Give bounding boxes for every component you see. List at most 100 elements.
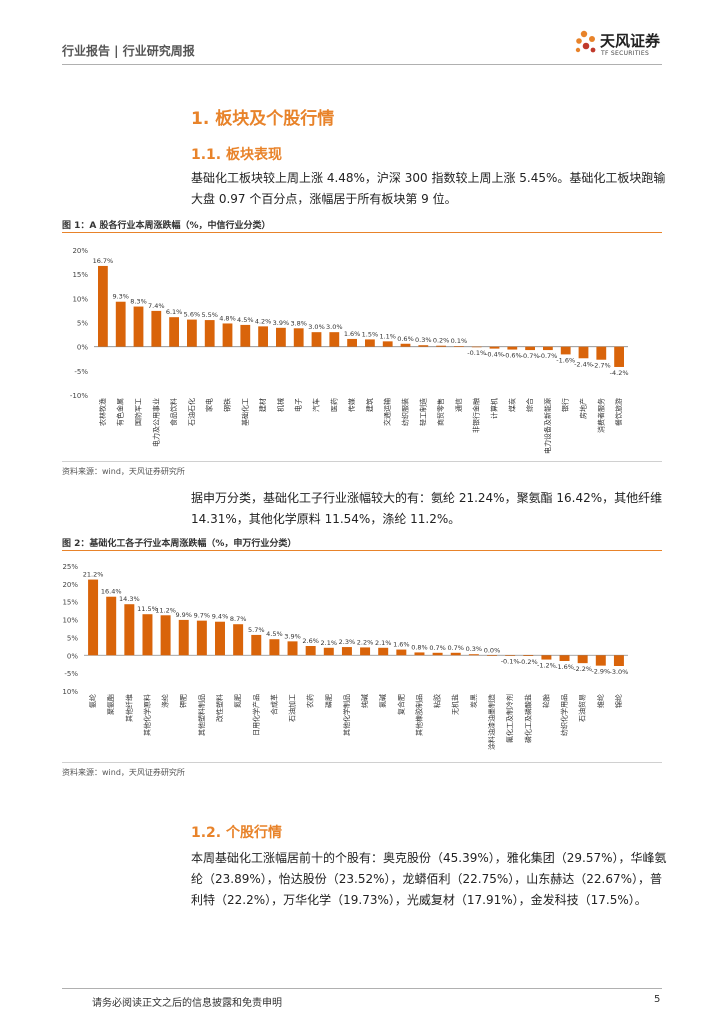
page-number: 5 xyxy=(654,994,661,1005)
bar-电子 xyxy=(293,328,304,347)
logo-icon xyxy=(575,30,596,53)
data-label: 0.3% xyxy=(415,336,432,344)
category-label: 合成革 xyxy=(269,694,278,715)
category-label: 电力及公用事业 xyxy=(151,398,160,447)
bar-电力设备及新能源 xyxy=(543,346,553,351)
bar-国防军工 xyxy=(133,306,144,347)
data-label: 21.2% xyxy=(83,571,104,579)
figure2-bottom-rule xyxy=(62,762,662,763)
category-label: 磷肥 xyxy=(324,694,333,708)
category-label: 通信 xyxy=(454,398,463,412)
figure2-title: 图 2：基础化工各子行业本周涨跌幅（%，申万行业分类） xyxy=(62,539,297,549)
bar-氯碱 xyxy=(378,647,389,656)
bar-轻工制造 xyxy=(418,345,429,347)
data-label: -0.1% xyxy=(467,349,486,357)
bar-炭黑 xyxy=(468,654,479,656)
bar-聚氨酯 xyxy=(106,596,117,656)
data-label: -2.4% xyxy=(574,360,593,368)
y-tick-label: 5% xyxy=(77,320,88,328)
data-label: 9.3% xyxy=(112,293,129,301)
category-label: 其他塑料制品 xyxy=(197,694,206,736)
category-label: 家电 xyxy=(205,398,214,412)
category-label: 食品饮料 xyxy=(169,398,178,426)
footer-disclaimer: 请务必阅读正文之后的信息披露和免责申明 xyxy=(92,998,282,1009)
data-label: 1.5% xyxy=(362,330,379,338)
data-label: 0.7% xyxy=(429,644,446,652)
figure1-bottom-rule xyxy=(62,461,662,462)
bar-轮胎 xyxy=(541,655,552,660)
y-tick-label: 15% xyxy=(62,599,78,607)
data-label: -0.4% xyxy=(485,351,504,359)
y-tick-label: 5% xyxy=(67,634,78,642)
category-label: 计算机 xyxy=(490,398,499,419)
bar-其他化学制品 xyxy=(341,647,352,656)
figure1-source: 资料来源：wind，天风证券研究所 xyxy=(62,467,185,476)
data-label: -0.6% xyxy=(503,352,522,360)
category-label: 石油贸易 xyxy=(578,694,587,722)
category-label: 建材 xyxy=(258,398,267,412)
bar-农林牧渔 xyxy=(98,265,108,347)
category-label: 煤炭 xyxy=(507,398,516,412)
data-label: 2.6% xyxy=(302,637,319,645)
figure2-chart: 25% 20% 15% 10% 5% 0% -5% -10% 21.2% 氨纶 16.4% 聚氨酯 14… xyxy=(62,563,629,750)
data-label: 5.7% xyxy=(248,626,265,634)
data-label: 16.4% xyxy=(101,588,122,596)
data-label: 5.5% xyxy=(201,311,218,319)
figure2-top-rule xyxy=(62,550,662,551)
bar-粘胶 xyxy=(432,652,443,656)
data-label: 0.3% xyxy=(466,645,483,653)
data-label: 9.7% xyxy=(194,612,211,620)
category-label: 轮胎 xyxy=(541,694,550,708)
data-label: 4.8% xyxy=(219,314,236,322)
bar-交通运输 xyxy=(382,341,393,347)
data-label: 0.7% xyxy=(447,644,464,652)
y-tick-label: 25% xyxy=(62,563,78,571)
data-label: 1.6% xyxy=(344,330,361,338)
y-tick-label: 20% xyxy=(62,581,78,589)
data-label: 1.1% xyxy=(379,332,396,340)
bar-建筑 xyxy=(365,339,375,347)
bar-食品饮料 xyxy=(169,317,179,347)
category-label: 轻工制造 xyxy=(418,398,427,426)
data-label: 3.0% xyxy=(308,323,325,331)
category-label: 纯碱 xyxy=(360,694,369,708)
section-title: 1. 板块及个股行情 xyxy=(191,109,335,129)
data-label: -2.9% xyxy=(591,668,610,676)
category-label: 钢铁 xyxy=(223,398,232,412)
data-label: 2.2% xyxy=(357,638,374,646)
bar-有色金属 xyxy=(115,301,126,347)
category-label: 纺织服装 xyxy=(401,398,410,426)
bar-纯碱 xyxy=(360,647,371,656)
y-tick-label: -10% xyxy=(62,688,78,696)
data-label: 2.3% xyxy=(339,638,356,646)
category-label: 农林牧渔 xyxy=(98,398,107,426)
data-label: -3.0% xyxy=(610,668,629,676)
category-label: 钾肥 xyxy=(179,694,188,708)
paragraph-subsector: 据申万分类，基础化工子行业涨幅较大的有：氨纶 21.24%，聚氨酯 16.42%… xyxy=(191,491,663,526)
y-tick-label: -5% xyxy=(64,670,78,678)
subsection-title-1: 1.1. 板块表现 xyxy=(191,147,282,163)
paragraph-top-stocks: 本周基础化工涨幅居前十的个股有：奥克股份（45.39%），雅化集团（29.57%… xyxy=(191,851,667,907)
data-label: 4.2% xyxy=(255,317,272,325)
data-label: 8.3% xyxy=(130,298,147,306)
data-label: 2.1% xyxy=(321,639,338,647)
bar-合成革 xyxy=(269,639,280,656)
data-label: 6.1% xyxy=(166,308,183,316)
category-label: 锦纶 xyxy=(614,694,623,708)
paragraph-sector-performance: 基础化工板块较上周上涨 4.48%，沪深 300 指数较上周上涨 5.45%。基… xyxy=(191,171,666,206)
y-tick-label: -10% xyxy=(70,392,88,400)
category-label: 无机盐 xyxy=(451,694,460,715)
bar-传媒 xyxy=(347,338,357,347)
category-label: 其他化学制品 xyxy=(342,694,351,736)
category-label: 聚氨酯 xyxy=(106,694,115,715)
bar-基础化工 xyxy=(240,324,251,347)
category-label: 综合 xyxy=(525,398,534,412)
data-label: 14.3% xyxy=(119,595,140,603)
bar-银行 xyxy=(560,346,571,355)
category-label: 涂料油漆油墨制造 xyxy=(487,694,496,750)
data-label: 11.5% xyxy=(137,605,158,613)
logo-name: 天风证券 xyxy=(600,32,661,50)
bar-钢铁 xyxy=(222,323,233,347)
bar-无机盐 xyxy=(450,652,461,656)
category-label: 国防军工 xyxy=(134,398,143,426)
